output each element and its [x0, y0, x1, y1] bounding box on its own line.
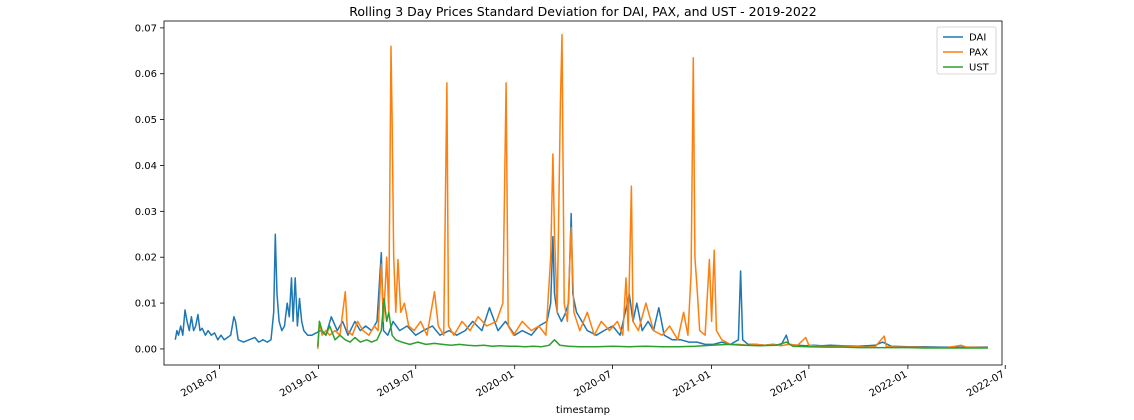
series-line-pax	[317, 34, 989, 349]
legend-box	[936, 26, 997, 75]
chart-title: Rolling 3 Day Prices Standard Deviation …	[349, 4, 817, 19]
legend-label-dai: DAI	[969, 33, 986, 44]
series-line-dai	[174, 212, 988, 348]
y-tick-label: 0.05	[135, 115, 157, 126]
x-axis-label: timestamp	[556, 405, 610, 416]
y-tick-label: 0.07	[135, 23, 157, 34]
y-axis: 0.00 0.01 0.02 0.03 0.04 0.05 0.06 0.07	[135, 23, 164, 355]
series-line-ust	[317, 297, 988, 349]
y-tick-label: 0.03	[135, 207, 157, 218]
plot-frame	[163, 20, 1003, 366]
legend-label-pax: PAX	[969, 48, 988, 59]
legend-label-ust: UST	[969, 63, 990, 74]
plot-lines	[174, 34, 989, 349]
y-tick-label: 0.02	[135, 253, 157, 264]
legend: DAI PAX UST	[936, 26, 997, 75]
y-tick-label: 0.00	[135, 344, 157, 355]
y-tick-label: 0.01	[135, 299, 157, 310]
y-tick-label: 0.04	[135, 161, 157, 172]
y-tick-label: 0.06	[135, 69, 157, 80]
